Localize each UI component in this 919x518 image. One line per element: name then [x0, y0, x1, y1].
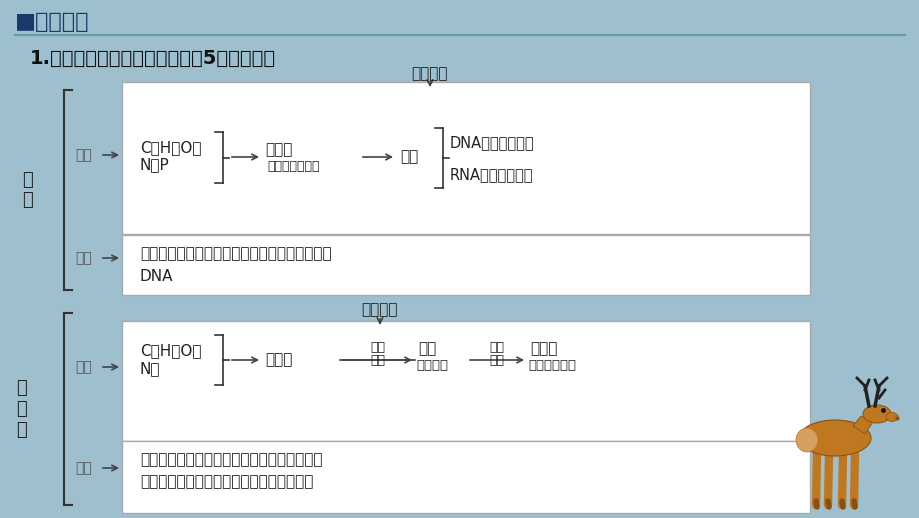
FancyBboxPatch shape — [122, 321, 809, 441]
Text: 缩合: 缩合 — [369, 353, 384, 367]
Text: 蛋白质: 蛋白质 — [529, 341, 557, 356]
Text: 核酸: 核酸 — [400, 150, 418, 165]
Text: C、H、O、: C、H、O、 — [140, 140, 201, 155]
Text: 多肽: 多肽 — [417, 341, 436, 356]
Text: 遗传信息的携带者，绝大多数生物的遗传物质是: 遗传信息的携带者，绝大多数生物的遗传物质是 — [140, 247, 331, 262]
Text: 结构蛋白：构成细胞和生物体结构的重要物质: 结构蛋白：构成细胞和生物体结构的重要物质 — [140, 453, 323, 468]
Text: 功能: 功能 — [75, 461, 92, 475]
Text: 脱水: 脱水 — [369, 340, 384, 353]
Text: N、P: N、P — [140, 157, 170, 172]
Text: C、H、O、: C、H、O、 — [140, 343, 201, 358]
Text: 基本单位: 基本单位 — [412, 66, 448, 81]
Text: 结构: 结构 — [75, 148, 92, 162]
Text: DNA：双螺旋结构: DNA：双螺旋结构 — [449, 136, 534, 151]
Ellipse shape — [885, 412, 897, 422]
Text: （肽链）: （肽链） — [415, 358, 448, 371]
Text: （种类、组成）: （种类、组成） — [267, 160, 319, 172]
FancyBboxPatch shape — [122, 82, 809, 234]
Ellipse shape — [862, 405, 890, 423]
Text: 1.蛋白质和核酸的结构与功能及5个易失分点: 1.蛋白质和核酸的结构与功能及5个易失分点 — [30, 49, 276, 67]
Text: 功能蛋白：催化、运输、调节、免疫等作用: 功能蛋白：催化、运输、调节、免疫等作用 — [140, 474, 313, 490]
Text: 结构: 结构 — [75, 360, 92, 374]
Text: 功能: 功能 — [75, 251, 92, 265]
Ellipse shape — [798, 420, 870, 456]
FancyBboxPatch shape — [122, 441, 809, 513]
Polygon shape — [852, 416, 872, 434]
Text: 核苷酸: 核苷酸 — [265, 142, 292, 157]
FancyBboxPatch shape — [122, 235, 809, 295]
Ellipse shape — [795, 428, 817, 452]
Text: DNA: DNA — [140, 268, 174, 283]
Text: 折叠: 折叠 — [489, 353, 504, 367]
Text: 氨基酸: 氨基酸 — [265, 353, 292, 367]
Text: 盘曲: 盘曲 — [489, 340, 504, 353]
Text: （空间结构）: （空间结构） — [528, 358, 575, 371]
Text: N等: N等 — [140, 362, 160, 377]
Text: 基本单位: 基本单位 — [361, 303, 398, 318]
Text: ■核心点拨: ■核心点拨 — [15, 12, 89, 32]
Text: 蛋
白
质: 蛋 白 质 — [17, 379, 28, 439]
Text: 核
酸: 核 酸 — [23, 170, 33, 209]
Text: RNA：一般为单链: RNA：一般为单链 — [449, 167, 533, 182]
